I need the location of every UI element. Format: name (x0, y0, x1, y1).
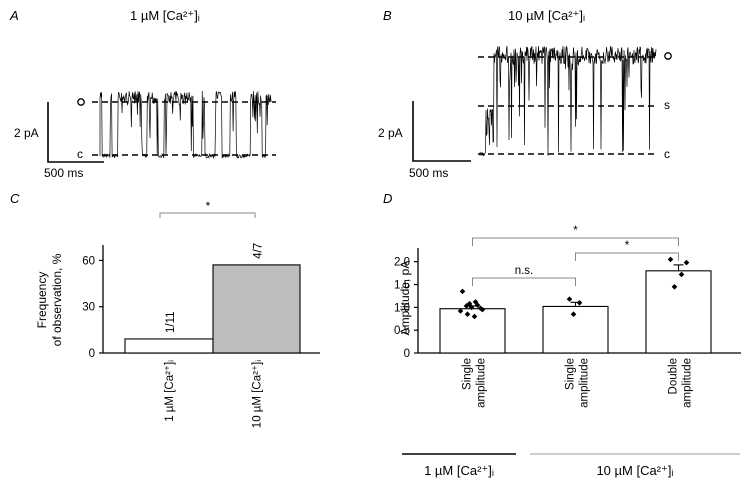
chart-c-ylabel-line2: of observation, % (50, 253, 64, 346)
chart-d-data-point (671, 284, 678, 290)
chart-c: 0 30 60 1/11 1 µM [Ca²⁺]ᵢ 4/7 10 µM [Ca²⁺]ᵢ * (82, 199, 320, 428)
chart-d-comparison-bracket (472, 237, 679, 246)
panel-a-condition: 1 µM [Ca²⁺]ᵢ (130, 8, 200, 23)
panel-a-scale-x-label: 500 ms (44, 166, 83, 180)
chart-d-xtick-label-line2: amplitude (682, 358, 694, 408)
chart-d-xtick-label-line1: Single (565, 358, 577, 390)
panel-b-current-trace (479, 45, 657, 157)
chart-d-ytick-label: 1.0 (394, 302, 410, 314)
chart-c-bar-label: 1/11 (165, 311, 177, 333)
panel-b-scale-bar (412, 101, 471, 162)
chart-d-data-point (457, 308, 464, 314)
chart-d-comparison-label: * (573, 225, 578, 237)
chart-d-data-point (576, 299, 583, 306)
chart-d-data-point (678, 271, 685, 278)
chart-d-data-point (471, 313, 478, 320)
panel-d-letter: D (383, 191, 392, 206)
chart-c-significance-bracket (159, 212, 256, 218)
chart-c-ylabel-line1: Frequency (35, 272, 49, 329)
chart-c-ytick-label: 0 (89, 348, 95, 360)
chart-d-data-point (463, 303, 470, 309)
chart-d-bar (439, 308, 506, 354)
chart-d-data-point (667, 256, 674, 263)
chart-d-data-point (479, 306, 486, 313)
chart-d-ytick-label: 1.5 (394, 280, 410, 292)
panel-a-closed-label: c (77, 147, 83, 161)
panel-b-condition: 10 µM [Ca²⁺]ᵢ (508, 8, 585, 23)
chart-d-comparison-label: n.s. (515, 265, 534, 277)
chart-d-comparison-bracket (472, 277, 576, 286)
panel-a-current-trace (99, 90, 272, 160)
panel-c-letter: C (10, 191, 20, 206)
chart-d-comparison-bracket (575, 252, 679, 261)
group-label-1um: 1 µM [Ca²⁺]ᵢ (424, 463, 494, 478)
chart-c-xtick-label: 10 µM [Ca²⁺]ᵢ (252, 360, 264, 428)
panel-b-scale-x-label: 500 ms (409, 166, 448, 180)
panel-b-closed-label: c (664, 147, 670, 161)
chart-d-bar (645, 270, 712, 354)
panel-b-scale-y-label: 2 pA (378, 126, 403, 140)
chart-d-data-point (566, 296, 573, 302)
chart-d-data-point (570, 311, 577, 317)
chart-d-data-point (477, 305, 484, 312)
panel-a-scale-bar (47, 102, 104, 163)
chart-d-data-point (459, 288, 466, 295)
chart-d-data-point (464, 311, 471, 317)
chart-d-data-point (466, 300, 473, 307)
chart-d-ytick-label: 0 (404, 348, 410, 360)
chart-c-bar-label: 4/7 (253, 243, 265, 259)
chart-c-bar (124, 338, 214, 354)
chart-c-xtick-label: 1 µM [Ca²⁺]ᵢ (164, 360, 176, 422)
chart-d-xtick-label-line1: Single (462, 358, 474, 390)
chart-d-xtick-label-line2: amplitude (579, 358, 591, 408)
chart-c-ytick-label: 30 (82, 302, 95, 314)
panel-a-scale-y-label: 2 pA (14, 126, 39, 140)
chart-d-comparison-label: * (625, 240, 630, 252)
chart-d-ytick-label: 2.0 (394, 257, 410, 269)
panel-b-letter: B (383, 8, 392, 23)
chart-c-ytick-label: 60 (82, 255, 95, 267)
chart-c-significance-label: * (206, 199, 211, 213)
panel-a-letter: A (9, 8, 19, 23)
chart-d-ytick-label: 0.5 (394, 325, 410, 337)
chart-d-data-point (468, 304, 475, 311)
chart-d-xtick-label-line2: amplitude (476, 358, 488, 408)
panel-b-open-marker-icon (664, 52, 672, 60)
chart-d-ylabel: Amplitude, pA (398, 261, 412, 336)
group-label-10um: 10 µM [Ca²⁺]ᵢ (596, 463, 673, 478)
chart-d-data-point (683, 259, 690, 266)
chart-d-xtick-label-line1: Double (668, 358, 680, 394)
chart-c-bar (212, 264, 301, 354)
chart-d-data-point (474, 302, 481, 308)
panel-b-sub-label: s (664, 98, 670, 112)
panel-a-open-marker-icon (77, 98, 85, 106)
